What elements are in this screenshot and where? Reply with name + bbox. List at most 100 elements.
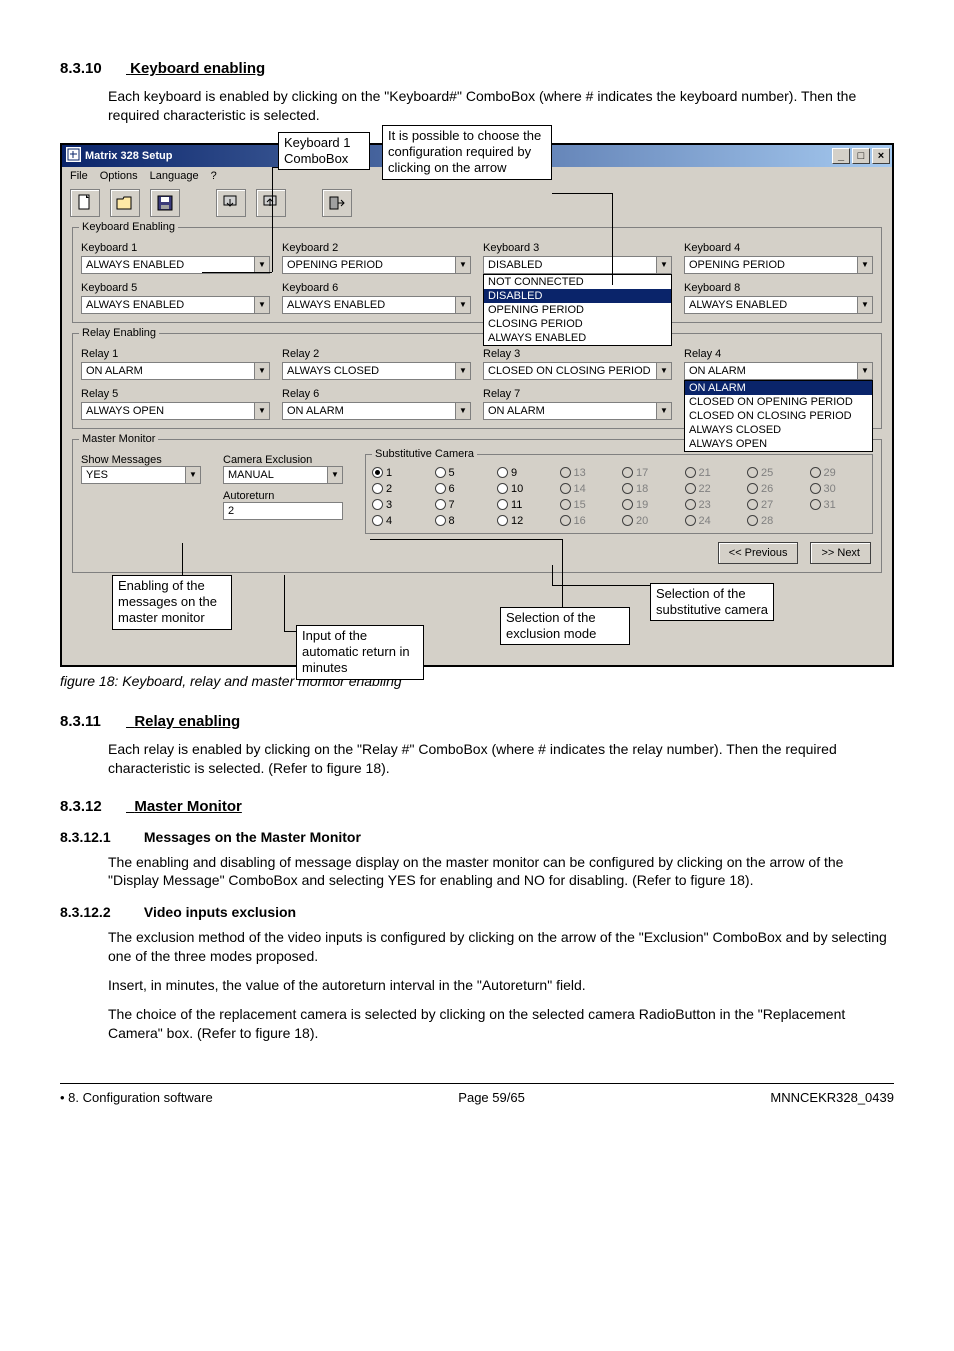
dropdown-option[interactable]: DISABLED <box>484 289 671 303</box>
open-icon[interactable] <box>110 189 140 217</box>
dropdown-option[interactable]: ALWAYS OPEN <box>685 437 872 451</box>
relay-combo[interactable]: ALWAYS CLOSED <box>282 362 471 380</box>
camera-radio[interactable]: 29 <box>810 467 867 479</box>
camera-radio[interactable]: 15 <box>560 499 617 511</box>
new-icon[interactable] <box>70 189 100 217</box>
dropdown-option[interactable]: OPENING PERIOD <box>484 303 671 317</box>
chevron-down-icon[interactable] <box>656 363 671 379</box>
upload-icon[interactable] <box>256 189 286 217</box>
relay-label: Relay 7 <box>483 388 672 400</box>
chevron-down-icon[interactable] <box>857 297 872 313</box>
dropdown-option[interactable]: NOT CONNECTED <box>484 275 671 289</box>
minimize-icon[interactable]: _ <box>832 148 850 164</box>
keyboard-combo[interactable]: ALWAYS ENABLED <box>684 296 873 314</box>
chevron-down-icon[interactable] <box>656 403 671 419</box>
radio-icon <box>810 499 821 510</box>
chevron-down-icon[interactable] <box>857 257 872 273</box>
relay-combo[interactable]: ON ALARM <box>483 402 672 420</box>
keyboard-combo[interactable]: OPENING PERIOD <box>282 256 471 274</box>
camera-radio[interactable]: 18 <box>622 483 679 495</box>
dropdown-option[interactable]: CLOSED ON OPENING PERIOD <box>685 395 872 409</box>
camera-radio[interactable]: 4 <box>372 515 429 527</box>
camera-radio[interactable]: 3 <box>372 499 429 511</box>
camera-radio[interactable]: 11 <box>497 499 554 511</box>
relay-combo[interactable]: ON ALARM <box>81 362 270 380</box>
relay-combo[interactable]: ON ALARM <box>282 402 471 420</box>
para-83122-1: The exclusion method of the video inputs… <box>108 928 894 966</box>
para-83121: The enabling and disabling of message di… <box>108 853 894 891</box>
relay-combo[interactable]: ON ALARMON ALARMCLOSED ON OPENING PERIOD… <box>684 362 873 380</box>
keyboard-combo[interactable]: ALWAYS ENABLED <box>81 296 270 314</box>
maximize-icon[interactable]: □ <box>852 148 870 164</box>
dropdown-option[interactable]: ALWAYS ENABLED <box>484 331 671 345</box>
camera-radio[interactable]: 20 <box>622 515 679 527</box>
previous-button[interactable]: << Previous <box>718 542 799 564</box>
camera-radio[interactable]: 14 <box>560 483 617 495</box>
camera-radio[interactable]: 10 <box>497 483 554 495</box>
camera-radio[interactable]: 31 <box>810 499 867 511</box>
camera-radio[interactable]: 25 <box>747 467 804 479</box>
radio-icon <box>560 483 571 494</box>
callout-arrow: It is possible to choose the configurati… <box>382 125 552 180</box>
toolbar <box>62 185 892 223</box>
camera-radio[interactable]: 28 <box>747 515 804 527</box>
dropdown-option[interactable]: ALWAYS CLOSED <box>685 423 872 437</box>
chevron-down-icon[interactable] <box>254 363 269 379</box>
chevron-down-icon[interactable] <box>254 257 269 273</box>
chevron-down-icon[interactable] <box>455 297 470 313</box>
camera-radio[interactable]: 24 <box>685 515 742 527</box>
camera-radio[interactable]: 8 <box>435 515 492 527</box>
download-icon[interactable] <box>216 189 246 217</box>
autoreturn-input[interactable]: 2 <box>223 502 343 520</box>
dropdown-option[interactable]: CLOSED ON CLOSING PERIOD <box>685 409 872 423</box>
camera-radio[interactable]: 9 <box>497 467 554 479</box>
camera-radio[interactable]: 19 <box>622 499 679 511</box>
camera-radio[interactable]: 6 <box>435 483 492 495</box>
chevron-down-icon[interactable] <box>455 363 470 379</box>
camera-radio[interactable]: 30 <box>810 483 867 495</box>
para-8310: Each keyboard is enabled by clicking on … <box>108 87 894 125</box>
chevron-down-icon[interactable] <box>254 403 269 419</box>
keyboard-combo[interactable]: DISABLEDNOT CONNECTEDDISABLEDOPENING PER… <box>483 256 672 274</box>
relay-combo[interactable]: CLOSED ON CLOSING PERIOD <box>483 362 672 380</box>
keyboard-combo[interactable]: ALWAYS ENABLED <box>282 296 471 314</box>
camera-radio[interactable]: 5 <box>435 467 492 479</box>
keyboard-dropdown[interactable]: NOT CONNECTEDDISABLEDOPENING PERIODCLOSI… <box>483 274 672 346</box>
camera-radio[interactable]: 26 <box>747 483 804 495</box>
camera-radio[interactable]: 27 <box>747 499 804 511</box>
chevron-down-icon[interactable] <box>327 467 342 483</box>
camera-radio[interactable]: 21 <box>685 467 742 479</box>
keyboard-combo[interactable]: OPENING PERIOD <box>684 256 873 274</box>
relay-dropdown[interactable]: ON ALARMCLOSED ON OPENING PERIODCLOSED O… <box>684 380 873 452</box>
menu-help[interactable]: ? <box>211 170 217 182</box>
camera-radio[interactable]: 2 <box>372 483 429 495</box>
radio-icon <box>497 467 508 478</box>
save-icon[interactable] <box>150 189 180 217</box>
chevron-down-icon[interactable] <box>254 297 269 313</box>
camera-radio[interactable]: 23 <box>685 499 742 511</box>
show-messages-combo[interactable]: YES <box>81 466 201 484</box>
chevron-down-icon[interactable] <box>455 403 470 419</box>
menu-options[interactable]: Options <box>100 170 138 182</box>
footer-right: MNNCEKR328_0439 <box>770 1090 894 1105</box>
close-icon[interactable]: × <box>872 148 890 164</box>
camera-radio[interactable]: 13 <box>560 467 617 479</box>
camera-radio[interactable]: 22 <box>685 483 742 495</box>
camera-radio[interactable]: 12 <box>497 515 554 527</box>
chevron-down-icon[interactable] <box>857 363 872 379</box>
chevron-down-icon[interactable] <box>656 257 671 273</box>
camera-radio[interactable]: 7 <box>435 499 492 511</box>
menu-language[interactable]: Language <box>150 170 199 182</box>
camera-radio[interactable]: 1 <box>372 467 429 479</box>
camera-radio[interactable]: 16 <box>560 515 617 527</box>
menu-file[interactable]: File <box>70 170 88 182</box>
camera-exclusion-combo[interactable]: MANUAL <box>223 466 343 484</box>
chevron-down-icon[interactable] <box>185 467 200 483</box>
next-button[interactable]: >> Next <box>810 542 871 564</box>
camera-radio[interactable]: 17 <box>622 467 679 479</box>
dropdown-option[interactable]: CLOSING PERIOD <box>484 317 671 331</box>
dropdown-option[interactable]: ON ALARM <box>685 381 872 395</box>
relay-combo[interactable]: ALWAYS OPEN <box>81 402 270 420</box>
exit-icon[interactable] <box>322 189 352 217</box>
chevron-down-icon[interactable] <box>455 257 470 273</box>
